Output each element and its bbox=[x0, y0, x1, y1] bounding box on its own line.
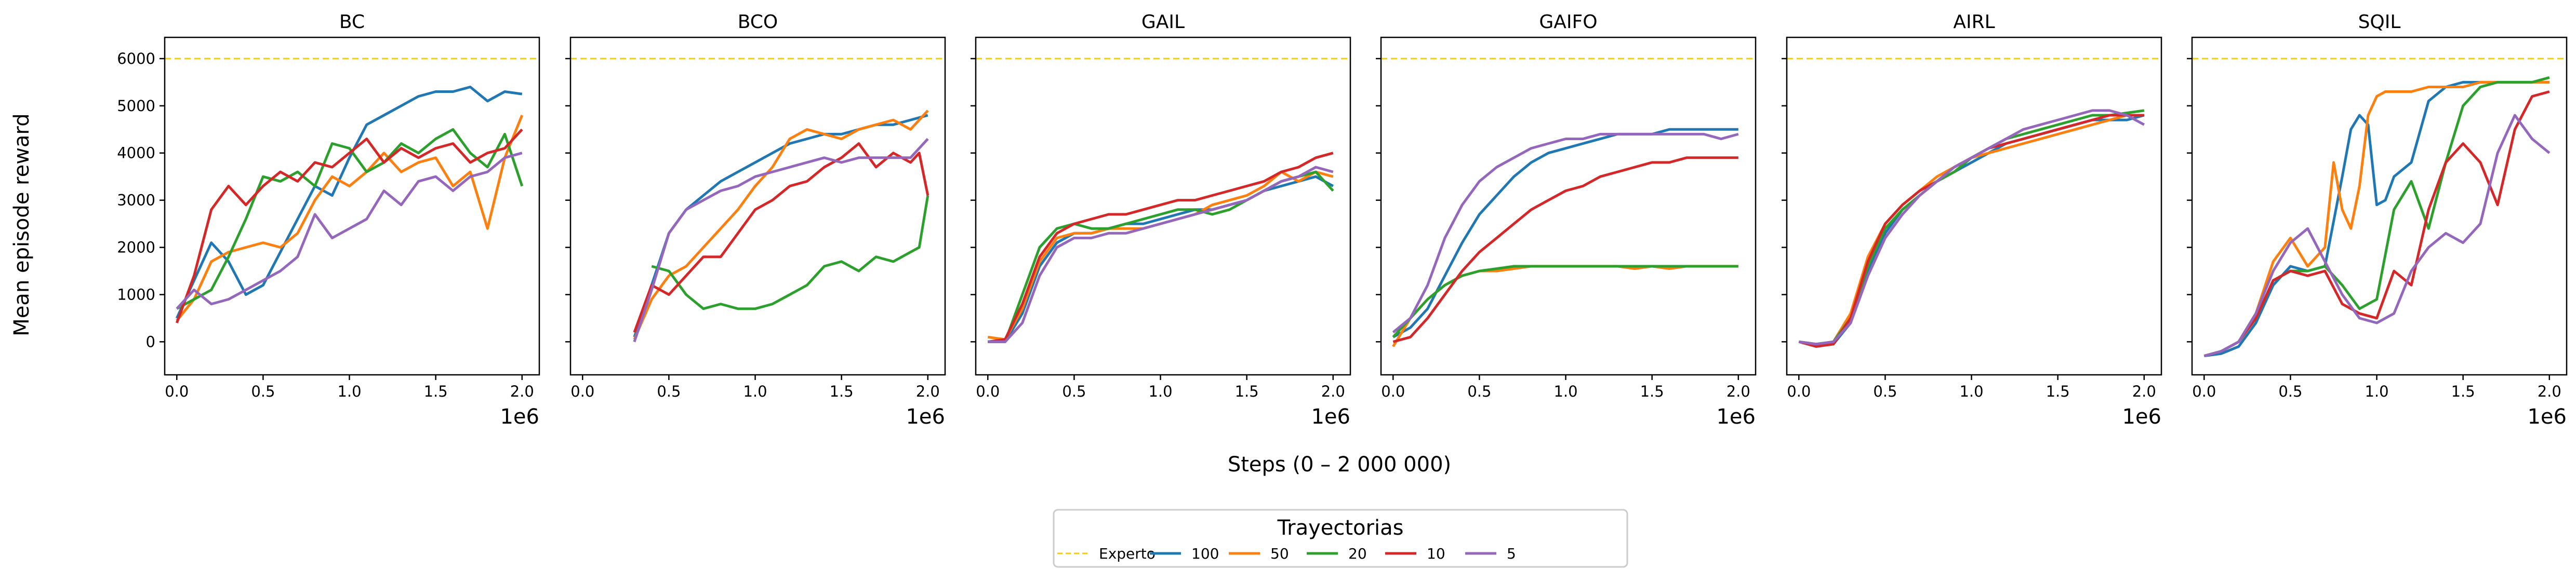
axes-frame bbox=[164, 36, 540, 376]
legend-title: Trayectorias bbox=[1277, 516, 1404, 540]
x-tick-label: 2.0 bbox=[2132, 383, 2156, 400]
x-tick-label: 0.0 bbox=[1787, 383, 1811, 400]
series-line-50 bbox=[1798, 114, 2144, 346]
legend-label-5: 5 bbox=[1507, 545, 1516, 562]
series-line-100 bbox=[176, 86, 523, 319]
x-tick-label: 1.0 bbox=[1148, 383, 1172, 400]
x-tick-label: 1.0 bbox=[2365, 383, 2388, 400]
subplot-gaifo: GAIFO 0.0 0.5 1.0 1.5 2.0 1e6 bbox=[1376, 11, 1757, 429]
y-tick-label: 2000 bbox=[117, 239, 155, 256]
x-tick-label: 1.0 bbox=[743, 383, 767, 400]
x-tick-label: 1.0 bbox=[1959, 383, 1983, 400]
x-tick-label: 0.0 bbox=[2192, 383, 2216, 400]
y-tick-label: 4000 bbox=[117, 144, 155, 162]
x-multiplier-label: 1e6 bbox=[906, 405, 945, 429]
x-tick-label: 2.0 bbox=[1321, 383, 1345, 400]
subplot-airl: AIRL 0.0 0.5 1.0 1.5 2.0 1e6 bbox=[1782, 11, 2162, 429]
x-multiplier-label: 1e6 bbox=[2527, 405, 2567, 429]
x-tick-label: 1.5 bbox=[2451, 383, 2475, 400]
series-line-5 bbox=[176, 152, 523, 310]
x-multiplier-label: 1e6 bbox=[1716, 405, 1756, 429]
x-tick-label: 0.5 bbox=[1467, 383, 1491, 400]
series-line-5 bbox=[2203, 114, 2551, 358]
y-tick-label: 3000 bbox=[117, 192, 155, 209]
x-tick-label: 0.0 bbox=[1381, 383, 1405, 400]
subplots: BC 0.0 0.5 1.0 1.5 2.0 1e6 0 1000 2000 3000 4000 500… bbox=[117, 11, 2568, 429]
axes-frame bbox=[975, 36, 1351, 376]
legend-label-20: 20 bbox=[1348, 545, 1367, 562]
legend-entries: Experto 100 50 20 10 5 bbox=[1057, 545, 1516, 562]
series-line-50 bbox=[633, 110, 929, 340]
series-line-10 bbox=[1392, 156, 1738, 343]
x-tick-label: 1.5 bbox=[1640, 383, 1664, 400]
y-tick-label: 6000 bbox=[117, 50, 155, 67]
axes-frame bbox=[2191, 36, 2568, 376]
x-tick-label: 1.0 bbox=[337, 383, 361, 400]
x-tick-label: 0.0 bbox=[165, 383, 189, 400]
series-line-10 bbox=[987, 152, 1334, 343]
x-tick-label: 0.5 bbox=[2278, 383, 2302, 400]
legend: Trayectorias Experto 100 50 20 10 5 bbox=[1053, 509, 1628, 568]
x-tick-label: 2.0 bbox=[1727, 383, 1750, 400]
series-line-5 bbox=[1392, 132, 1739, 334]
x-tick-label: 2.0 bbox=[2538, 383, 2561, 400]
series-line-100 bbox=[1392, 128, 1738, 338]
series-line-5 bbox=[1798, 109, 2145, 346]
x-tick-label: 2.0 bbox=[510, 383, 534, 400]
series-line-10 bbox=[633, 142, 930, 333]
x-tick-label: 0.0 bbox=[570, 383, 594, 400]
y-axis-label: Mean episode reward bbox=[10, 113, 34, 336]
x-multiplier-label: 1e6 bbox=[2122, 405, 2161, 429]
series-line-10 bbox=[2203, 90, 2550, 358]
series-line-20 bbox=[1392, 265, 1738, 338]
subplot-bc: BC 0.0 0.5 1.0 1.5 2.0 1e6 0 1000 2000 3000 4000 500… bbox=[117, 11, 540, 429]
x-multiplier-label: 1e6 bbox=[1311, 405, 1350, 429]
series-line-10 bbox=[175, 128, 523, 323]
panel-title: AIRL bbox=[1953, 11, 1995, 33]
subplot-sqil: SQIL 0.0 0.5 1.0 1.5 2.0 1e6 bbox=[2187, 11, 2568, 429]
y-tick-label: 0 bbox=[146, 333, 155, 350]
x-axis-label: Steps (0 – 2 000 000) bbox=[1228, 453, 1451, 477]
y-tick-label: 5000 bbox=[117, 97, 155, 115]
series-line-5 bbox=[988, 166, 1334, 343]
x-tick-label: 2.0 bbox=[916, 383, 940, 400]
panel-title: BCO bbox=[738, 11, 778, 33]
series-line-20 bbox=[176, 128, 524, 310]
x-tick-label: 0.5 bbox=[1062, 383, 1086, 400]
x-tick-label: 1.5 bbox=[2046, 383, 2070, 400]
series-line-20 bbox=[651, 195, 930, 310]
subplot-gail: GAIL 0.0 0.5 1.0 1.5 2.0 1e6 bbox=[971, 11, 1351, 429]
axes-frame bbox=[569, 36, 946, 376]
x-tick-label: 1.0 bbox=[1553, 383, 1577, 400]
x-tick-label: 1.5 bbox=[830, 383, 854, 400]
panel-title: BC bbox=[339, 11, 365, 33]
series-line-50 bbox=[2203, 80, 2550, 358]
axes-frame bbox=[1786, 36, 2162, 376]
subplot-bco: BCO 0.0 0.5 1.0 1.5 2.0 1e6 bbox=[565, 11, 946, 429]
legend-label-50: 50 bbox=[1270, 545, 1289, 562]
panel-title: GAIL bbox=[1141, 11, 1185, 33]
series-line-100 bbox=[988, 175, 1334, 343]
x-tick-label: 1.5 bbox=[1235, 383, 1259, 400]
axes-frame bbox=[1380, 36, 1757, 376]
y-tick-label: 1000 bbox=[117, 286, 155, 303]
x-tick-label: 0.0 bbox=[976, 383, 1000, 400]
legend-label-experto: Experto bbox=[1099, 545, 1156, 562]
series-line-5 bbox=[633, 138, 929, 343]
x-multiplier-label: 1e6 bbox=[500, 405, 539, 429]
legend-label-10: 10 bbox=[1427, 545, 1445, 562]
legend-label-100: 100 bbox=[1191, 545, 1219, 562]
x-tick-label: 0.5 bbox=[1873, 383, 1897, 400]
x-tick-label: 1.5 bbox=[424, 383, 448, 400]
panel-title: GAIFO bbox=[1539, 11, 1597, 33]
x-tick-label: 0.5 bbox=[251, 383, 275, 400]
series-line-100 bbox=[633, 114, 928, 338]
series-line-50 bbox=[176, 115, 524, 322]
panel-title: SQIL bbox=[2358, 11, 2401, 33]
x-tick-label: 0.5 bbox=[657, 383, 681, 400]
